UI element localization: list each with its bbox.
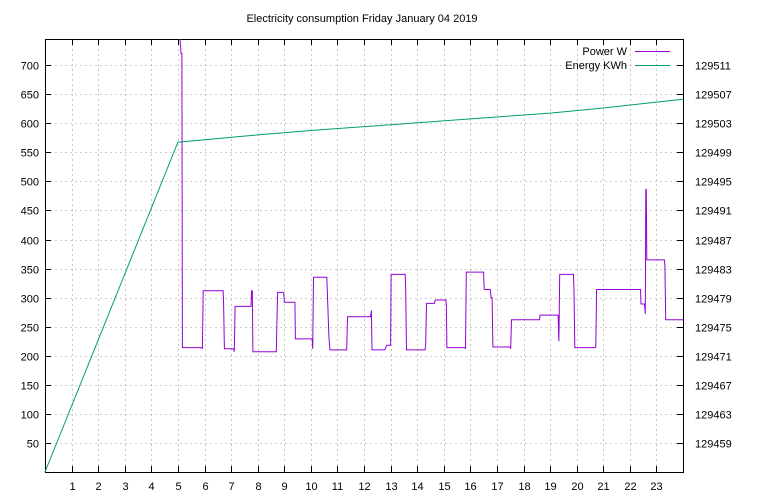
x-tick-label: 6 bbox=[202, 481, 208, 493]
legend-label: Power W bbox=[582, 46, 627, 58]
y-tick-label: 600 bbox=[21, 119, 39, 131]
y2-tick-label: 129467 bbox=[695, 381, 732, 393]
y-tick-label: 100 bbox=[21, 410, 39, 422]
x-tick-label: 20 bbox=[571, 481, 583, 493]
x-tick-label: 12 bbox=[358, 481, 370, 493]
y2-tick-label: 129499 bbox=[695, 148, 732, 160]
legend: Power W Energy KWh bbox=[565, 46, 670, 72]
x-tick-label: 9 bbox=[281, 481, 287, 493]
x-tick-label: 16 bbox=[464, 481, 476, 493]
x-tick-label: 11 bbox=[332, 481, 343, 493]
chart-title: Electricity consumption Friday January 0… bbox=[246, 13, 477, 25]
y2-tick-label: 129459 bbox=[695, 439, 732, 451]
series-line-energy-kwh bbox=[44, 98, 684, 473]
legend-label: Energy KWh bbox=[565, 60, 627, 72]
y2-tick-label: 129507 bbox=[695, 90, 732, 102]
x-tick-label: 10 bbox=[305, 481, 317, 493]
x-tick-label: 13 bbox=[385, 481, 397, 493]
y2-tick-label: 129463 bbox=[695, 410, 732, 422]
x-tick-label: 19 bbox=[544, 481, 556, 493]
y2-tick-label: 129483 bbox=[695, 265, 732, 277]
x-tick-label: 18 bbox=[518, 481, 530, 493]
y-tick-label: 400 bbox=[21, 236, 39, 248]
y2-tick-label: 129495 bbox=[695, 177, 732, 189]
x-tick-label: 1 bbox=[69, 481, 75, 493]
x-tick-label: 7 bbox=[228, 481, 234, 493]
y2-tick-label: 129475 bbox=[695, 323, 732, 335]
y-tick-label: 50 bbox=[27, 439, 39, 451]
x-tick-label: 14 bbox=[411, 481, 423, 493]
axis-ticks: 1 2 3 4 5 6 7 8 9 10 11 12 13 14 15 16 17 18 19 20 21 22 23501… bbox=[21, 39, 732, 493]
y-tick-label: 200 bbox=[21, 352, 39, 364]
y-tick-label: 450 bbox=[21, 206, 39, 218]
x-tick-label: 21 bbox=[597, 481, 609, 493]
y2-tick-label: 129471 bbox=[695, 352, 732, 364]
x-tick-label: 5 bbox=[175, 481, 181, 493]
y-tick-label: 700 bbox=[21, 61, 39, 73]
y2-tick-label: 129487 bbox=[695, 236, 732, 248]
y-tick-label: 550 bbox=[21, 148, 39, 160]
grid-lines bbox=[45, 39, 683, 472]
x-tick-label: 4 bbox=[148, 481, 154, 493]
x-tick-label: 3 bbox=[122, 481, 128, 493]
x-tick-label: 15 bbox=[438, 481, 450, 493]
x-tick-label: 17 bbox=[491, 481, 503, 493]
y-tick-label: 650 bbox=[21, 90, 39, 102]
y-tick-label: 300 bbox=[21, 294, 39, 306]
series-lines bbox=[44, 38, 684, 473]
y-tick-label: 250 bbox=[21, 323, 39, 335]
x-tick-label: 8 bbox=[255, 481, 261, 493]
y-tick-label: 500 bbox=[21, 177, 39, 189]
y2-tick-label: 129491 bbox=[695, 206, 732, 218]
series-line-power-w bbox=[179, 38, 683, 353]
x-tick-label: 2 bbox=[95, 481, 101, 493]
y-tick-label: 350 bbox=[21, 265, 39, 277]
y2-tick-label: 129479 bbox=[695, 294, 732, 306]
x-tick-label: 22 bbox=[624, 481, 636, 493]
y2-tick-label: 129511 bbox=[695, 61, 731, 73]
y-tick-label: 150 bbox=[21, 381, 39, 393]
x-tick-label: 23 bbox=[650, 481, 662, 493]
y2-tick-label: 129503 bbox=[695, 119, 732, 131]
